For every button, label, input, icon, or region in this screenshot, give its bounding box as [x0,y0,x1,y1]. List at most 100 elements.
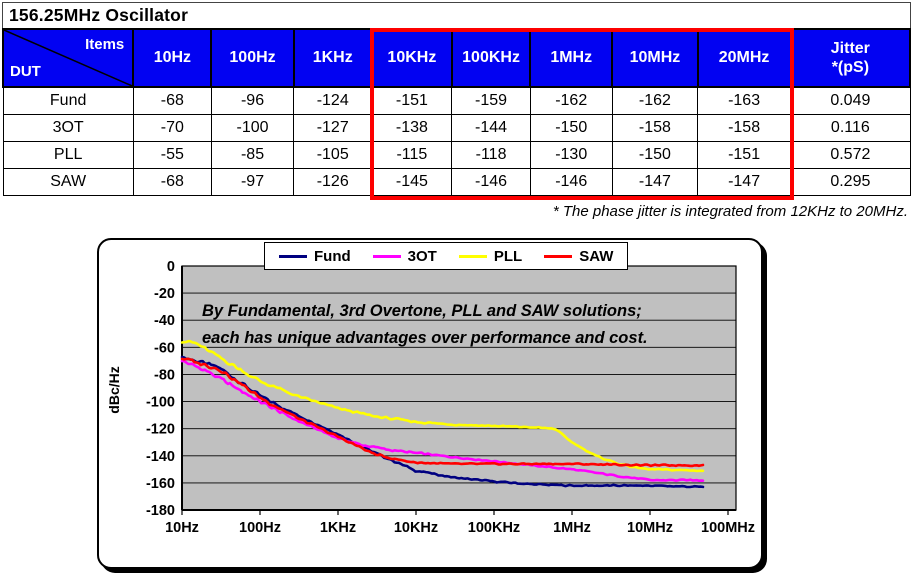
col-header-1mhz: 1MHz [529,28,614,88]
jitter-footnote: * The phase jitter is integrated from 12… [552,203,908,220]
phase-noise-value: -96 [210,86,295,115]
table-title-box: 156.25MHz Oscillator [2,2,911,28]
col-header-20mhz: 20MHz [696,28,792,88]
jitter-header-line: Jitter [830,40,870,57]
phase-noise-value: -105 [293,140,373,169]
col-header-100hz: 100Hz [210,28,295,88]
legend-item-fund: Fund [279,248,351,265]
y-tick-label: -20 [154,286,175,302]
table-row-saw: SAW -68 -97 -126 -145 -146 -146 -147 -147 0.295 [2,167,911,196]
legend-swatch-3ot [372,254,401,258]
phase-noise-value: -85 [210,140,295,169]
table-title: 156.25MHz Oscillator [9,5,189,25]
jitter-value: 0.572 [790,140,911,169]
phase-noise-value: -163 [696,86,792,115]
phase-noise-value: -97 [210,167,295,196]
legend-label: Fund [314,247,351,265]
phase-noise-value: -55 [132,140,212,169]
y-tick-label: -180 [146,503,175,519]
jitter-header-line: *(pS) [831,59,870,76]
x-tick-label: 1MHz [553,520,591,536]
phase-noise-value: -100 [210,113,295,142]
x-tick-label: 100MHz [701,520,755,536]
phase-noise-table: Items DUT 10Hz 100Hz 1KHz 10KHz 100KHz 1MHz 10MH… [1,28,912,196]
phase-noise-table-wrap: Items DUT 10Hz 100Hz 1KHz 10KHz 100KHz 1MHz 10MH… [1,28,912,200]
phase-noise-value: -162 [529,86,613,115]
y-tick-label: -140 [146,449,175,465]
legend-item-saw: SAW [544,248,613,265]
phase-noise-value: -127 [293,113,373,142]
phase-noise-value: -158 [611,113,699,142]
y-tick-label: -100 [146,395,175,411]
phase-noise-value: -68 [132,86,212,115]
chart-annotation: By Fundamental, 3rd Overtone, PLL and SA… [202,298,648,352]
phase-noise-value: -70 [132,113,212,142]
phase-noise-value: -159 [451,86,531,115]
y-tick-label: -80 [154,367,175,383]
phase-noise-chart: 0 -20 -40 -60 -80 -100 -120 -140 -160 -180 10Hz 100… [97,238,763,569]
x-tick-label: 100KHz [468,520,520,536]
phase-noise-value: -147 [611,167,699,196]
y-tick-label: 0 [167,259,175,275]
phase-noise-value: -162 [611,86,699,115]
series-3ot-line [180,359,705,482]
table-row-pll: PLL -55 -85 -105 -115 -118 -130 -150 -151 0.572 [2,140,911,169]
corner-dut-label: DUT [10,63,41,80]
table-row-fund: Fund -68 -96 -124 -151 -159 -162 -162 -163 0.049 [2,86,911,115]
legend-swatch-pll [458,254,487,258]
corner-cell: Items DUT [1,28,135,88]
phase-noise-value: -150 [611,140,699,169]
jitter-value: 0.295 [790,167,911,196]
row-label: Fund [2,86,134,115]
phase-noise-value: -151 [371,86,453,115]
x-tick-label: 10MHz [627,520,673,536]
series-fund-line [180,355,705,489]
y-axis-title: dBc/Hz [106,366,122,413]
col-header-1khz: 1KHz [292,28,373,88]
col-header-10mhz: 10MHz [611,28,699,88]
y-tick-label: -120 [146,422,175,438]
y-tick-label: -160 [146,476,175,492]
row-label: 3OT [2,113,134,142]
phase-noise-value: -145 [371,167,453,196]
x-tick-label: 1KHz [320,520,356,536]
phase-noise-value: -126 [293,167,373,196]
phase-noise-value: -115 [371,140,453,169]
legend-label: 3OT [407,247,437,265]
jitter-value: 0.049 [790,86,911,115]
legend-item-3ot: 3OT [372,247,437,265]
col-header-10khz: 10KHz [370,28,453,88]
legend-label: SAW [579,247,614,265]
x-tick-label: 100Hz [239,520,281,536]
col-header-100khz: 100KHz [450,28,532,88]
annotation-line-1: By Fundamental, 3rd Overtone, PLL and SA… [202,302,642,320]
corner-diagonal-line [5,31,132,85]
phase-noise-value: -146 [451,167,531,196]
x-tick-label: 10KHz [394,520,438,536]
phase-noise-value: -68 [132,167,212,196]
phase-noise-value: -138 [371,113,453,142]
phase-noise-value: -118 [451,140,531,169]
row-label: PLL [2,140,134,169]
y-tick-label: -40 [154,313,175,329]
series-saw-line [180,357,705,468]
table-header-row: Items DUT 10Hz 100Hz 1KHz 10KHz 100KHz 1MHz 10MH… [1,28,912,88]
phase-noise-value: -150 [529,113,613,142]
chart-legend: Fund 3OT PLL SAW [264,242,629,270]
legend-item-pll: PLL [458,247,523,265]
legend-swatch-fund [279,254,307,258]
y-tick-label: -60 [154,340,175,356]
phase-noise-value: -151 [696,140,792,169]
row-label: SAW [2,167,134,196]
phase-noise-value: -158 [696,113,792,142]
legend-label: PLL [493,247,523,265]
x-tick-label: 10Hz [165,520,199,536]
phase-noise-value: -147 [696,167,792,196]
legend-swatch-saw [544,254,573,258]
phase-noise-value: -124 [293,86,373,115]
jitter-value: 0.116 [790,113,911,142]
table-row-3ot: 3OT -70 -100 -127 -138 -144 -150 -158 -158 0.116 [2,113,911,142]
annotation-line-2: each has unique advantages over performa… [202,329,648,348]
